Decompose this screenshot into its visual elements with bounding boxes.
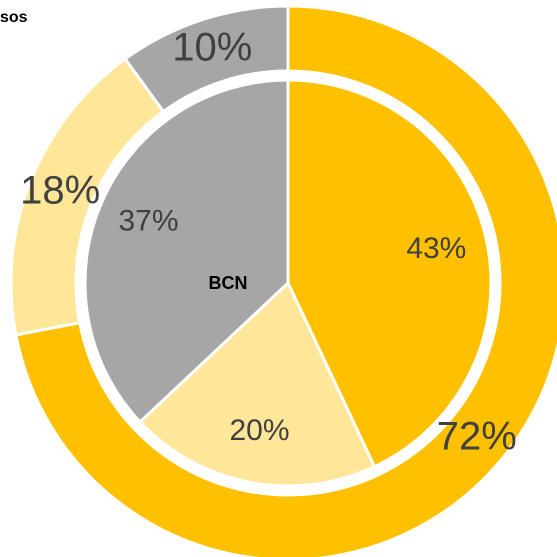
pie-slice bbox=[83, 78, 290, 425]
chart-title: sos bbox=[0, 9, 28, 26]
data-label: 37% bbox=[118, 205, 178, 238]
data-label: 43% bbox=[406, 232, 466, 265]
data-label: 72% bbox=[437, 415, 517, 459]
data-label: 18% bbox=[20, 168, 100, 212]
donut-segment bbox=[14, 4, 557, 557]
data-label: 20% bbox=[229, 414, 289, 447]
data-label: 10% bbox=[172, 26, 252, 70]
donut-segment bbox=[123, 4, 290, 114]
pie-slice bbox=[286, 78, 493, 469]
center-label: BCN bbox=[209, 273, 248, 293]
pie-slice bbox=[137, 280, 377, 488]
